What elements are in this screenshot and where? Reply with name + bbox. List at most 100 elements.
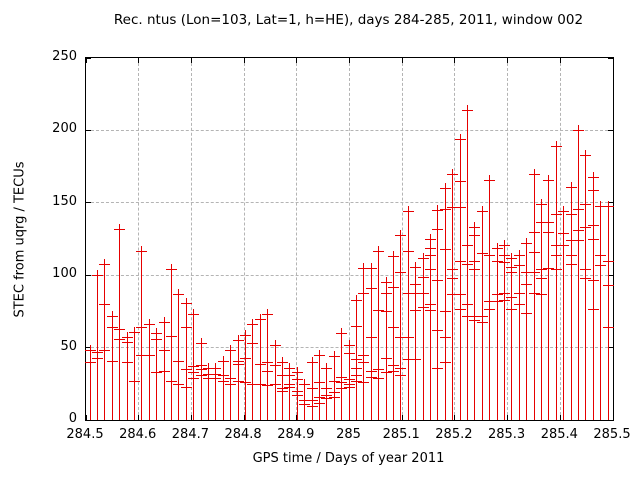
plus-marker	[262, 365, 274, 377]
x-tick-label: 284.9	[277, 427, 315, 442]
plus-marker	[188, 361, 200, 373]
impulse-line	[555, 146, 557, 420]
impulse-line	[400, 234, 402, 420]
plus-marker	[173, 289, 185, 301]
plus-marker	[262, 380, 274, 392]
plus-marker	[106, 322, 118, 334]
plus-marker	[425, 249, 437, 261]
plus-marker	[173, 378, 185, 390]
plus-marker	[388, 281, 400, 293]
plus-marker	[402, 354, 414, 366]
tick-x-top	[190, 58, 192, 63]
plus-marker	[506, 267, 518, 279]
impulse-line	[148, 324, 150, 420]
plus-marker	[484, 249, 496, 261]
y-tick-label: 200	[52, 121, 77, 137]
plus-marker	[262, 357, 274, 369]
plus-marker	[395, 362, 407, 374]
impulse-line	[422, 257, 424, 420]
plus-marker	[528, 267, 540, 279]
impulse-line	[208, 367, 210, 420]
plus-marker	[151, 333, 163, 345]
plus-marker	[158, 316, 170, 328]
plus-marker	[365, 262, 377, 274]
plus-marker	[129, 375, 141, 387]
plus-marker	[580, 199, 592, 211]
plus-marker	[432, 362, 444, 374]
plus-marker	[180, 297, 192, 309]
plus-marker	[462, 310, 474, 322]
plus-marker	[254, 358, 266, 370]
tick-x-bottom	[454, 415, 456, 420]
plus-marker	[587, 219, 599, 231]
plus-marker	[469, 264, 481, 276]
plus-marker	[99, 258, 111, 270]
plus-marker	[92, 270, 104, 282]
impulse-line	[370, 267, 372, 420]
plus-marker	[499, 287, 511, 299]
plus-marker	[595, 200, 607, 212]
plus-marker	[247, 378, 259, 390]
x-tick-label: 285.5	[593, 427, 631, 442]
plus-marker	[528, 168, 540, 180]
plus-marker	[513, 287, 525, 299]
plus-marker	[99, 299, 111, 311]
plus-marker	[543, 226, 555, 238]
plus-marker	[114, 223, 126, 235]
plus-marker	[210, 368, 222, 380]
plus-marker	[247, 319, 259, 331]
plus-marker	[536, 273, 547, 285]
plus-marker	[365, 332, 377, 344]
plus-marker	[195, 338, 207, 350]
plus-marker	[106, 310, 118, 322]
plus-marker	[410, 278, 422, 290]
plus-marker	[565, 235, 577, 247]
plus-marker	[432, 274, 444, 286]
plus-marker	[351, 354, 363, 366]
impulse-line	[289, 367, 291, 420]
tick-x-bottom	[559, 415, 561, 420]
plus-marker	[314, 397, 326, 409]
tick-y-right	[608, 347, 613, 349]
plus-marker	[336, 328, 348, 340]
plus-marker	[587, 274, 599, 286]
plus-marker	[351, 375, 363, 387]
impulse-line	[526, 243, 528, 420]
plus-marker	[439, 244, 451, 256]
plus-marker	[499, 294, 511, 306]
tick-y-right	[608, 57, 613, 59]
tick-x-bottom	[138, 415, 140, 420]
plus-marker	[602, 322, 614, 334]
plus-marker	[462, 239, 474, 251]
plus-marker	[365, 365, 377, 377]
plus-marker	[425, 304, 437, 316]
impulse-line	[592, 176, 594, 420]
plus-marker	[491, 255, 503, 267]
plus-marker	[277, 383, 289, 395]
plus-marker	[114, 333, 126, 345]
tick-x-top	[349, 58, 350, 63]
plus-marker	[291, 367, 303, 379]
y-tick-label: 50	[60, 338, 77, 354]
impulse-line	[430, 239, 432, 420]
impulse-line	[496, 247, 498, 420]
plus-marker	[92, 346, 104, 358]
x-tick-label: 285.3	[487, 427, 526, 442]
plus-marker	[188, 367, 200, 379]
gridline-vertical	[190, 58, 192, 420]
plus-marker	[343, 339, 355, 351]
plus-marker	[595, 249, 607, 261]
plus-marker	[558, 206, 570, 218]
plus-marker	[388, 365, 400, 377]
plus-marker	[217, 355, 229, 367]
plus-marker	[447, 273, 459, 285]
plus-marker	[425, 242, 437, 254]
impulse-line	[459, 139, 461, 420]
impulse-line	[563, 211, 565, 420]
tick-x-bottom	[401, 415, 403, 420]
plus-marker	[558, 239, 570, 251]
plus-marker	[151, 367, 163, 379]
plus-marker	[506, 303, 518, 315]
plus-marker	[521, 278, 533, 290]
